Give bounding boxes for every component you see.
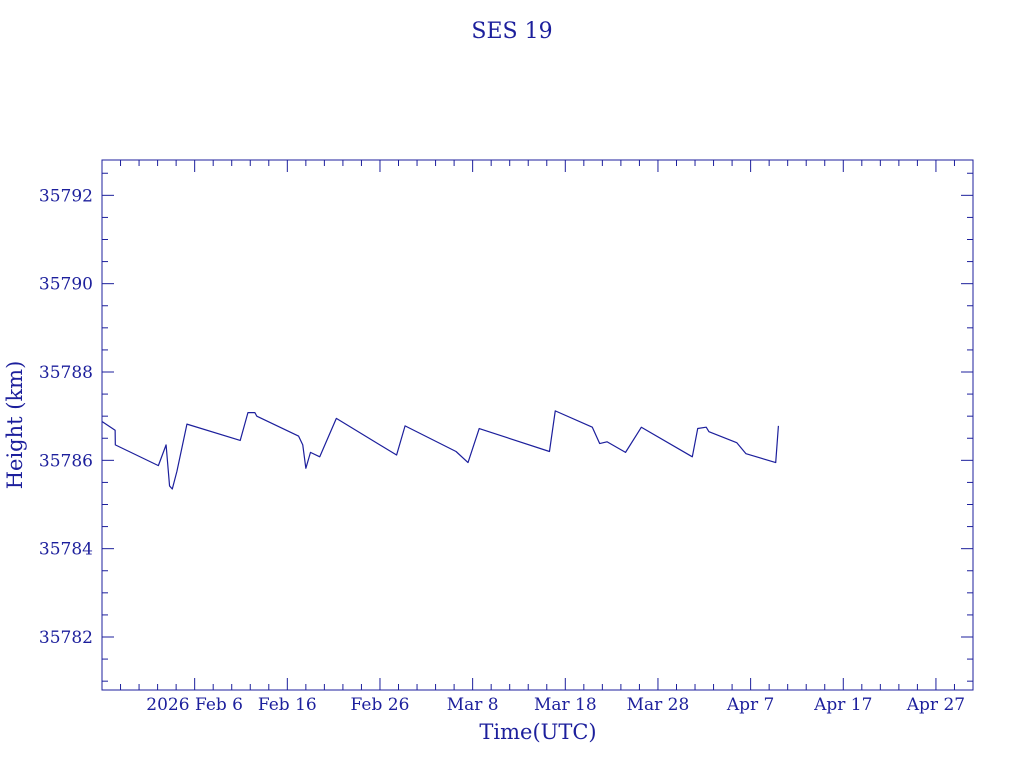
x-tick-label: Apr 7	[726, 695, 775, 715]
series-group	[101, 410, 780, 490]
y-tick-label: 35792	[39, 186, 93, 206]
x-tick-label: Mar 8	[447, 695, 499, 715]
x-tick-label: Feb 16	[258, 695, 317, 715]
x-tick-label: 2026 Feb 6	[146, 695, 243, 715]
y-tick-label: 35782	[39, 628, 93, 648]
x-tick-label: Feb 26	[351, 695, 410, 715]
y-tick-label: 35784	[39, 540, 93, 560]
plot-frame	[101, 159, 974, 691]
x-tick-label: Mar 18	[534, 695, 597, 715]
axis-ticks	[101, 160, 974, 690]
x-tick-label: Apr 27	[906, 695, 965, 715]
axis-tick-labels: 2026 Feb 6 Feb 16 Feb 26 Mar 8 Mar 18 Mar 28 A…	[39, 186, 965, 715]
x-axis-label: Time(UTC)	[479, 720, 596, 744]
y-tick-label: 35790	[39, 275, 93, 295]
x-tick-label: Apr 17	[813, 695, 872, 715]
x-tick-label: Mar 28	[627, 695, 690, 715]
series-line	[101, 410, 780, 490]
y-tick-label: 35786	[39, 451, 93, 471]
y-tick-label: 35788	[39, 363, 93, 383]
chart-title: SES 19	[471, 19, 552, 44]
y-axis-label: Height (km)	[3, 361, 27, 490]
